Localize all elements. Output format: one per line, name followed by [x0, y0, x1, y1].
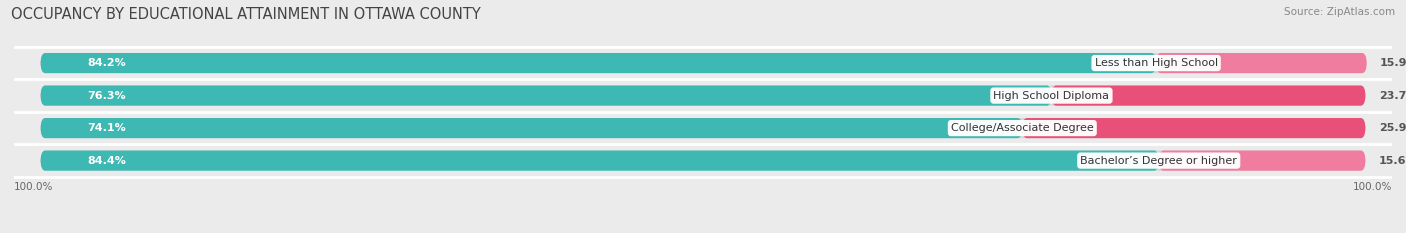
FancyBboxPatch shape: [41, 86, 1052, 106]
Text: 15.9%: 15.9%: [1381, 58, 1406, 68]
FancyBboxPatch shape: [41, 118, 1022, 138]
Text: 74.1%: 74.1%: [87, 123, 125, 133]
FancyBboxPatch shape: [41, 151, 1159, 171]
Text: 76.3%: 76.3%: [87, 91, 125, 101]
FancyBboxPatch shape: [41, 118, 1365, 138]
Text: OCCUPANCY BY EDUCATIONAL ATTAINMENT IN OTTAWA COUNTY: OCCUPANCY BY EDUCATIONAL ATTAINMENT IN O…: [11, 7, 481, 22]
Text: 15.6%: 15.6%: [1379, 156, 1406, 166]
FancyBboxPatch shape: [41, 53, 1156, 73]
Text: 25.9%: 25.9%: [1379, 123, 1406, 133]
FancyBboxPatch shape: [41, 151, 1365, 171]
FancyBboxPatch shape: [1022, 118, 1365, 138]
FancyBboxPatch shape: [41, 53, 1365, 73]
Text: Less than High School: Less than High School: [1094, 58, 1218, 68]
FancyBboxPatch shape: [1052, 86, 1365, 106]
Legend: Owner-occupied, Renter-occupied: Owner-occupied, Renter-occupied: [586, 230, 820, 233]
Text: Bachelor’s Degree or higher: Bachelor’s Degree or higher: [1080, 156, 1237, 166]
FancyBboxPatch shape: [1159, 151, 1365, 171]
Text: 100.0%: 100.0%: [1353, 182, 1392, 192]
FancyBboxPatch shape: [1156, 53, 1367, 73]
Text: 84.4%: 84.4%: [87, 156, 125, 166]
Text: Source: ZipAtlas.com: Source: ZipAtlas.com: [1284, 7, 1395, 17]
Text: College/Associate Degree: College/Associate Degree: [950, 123, 1094, 133]
Text: 84.2%: 84.2%: [87, 58, 125, 68]
FancyBboxPatch shape: [41, 86, 1365, 106]
Text: 100.0%: 100.0%: [14, 182, 53, 192]
Text: 23.7%: 23.7%: [1379, 91, 1406, 101]
Text: High School Diploma: High School Diploma: [994, 91, 1109, 101]
